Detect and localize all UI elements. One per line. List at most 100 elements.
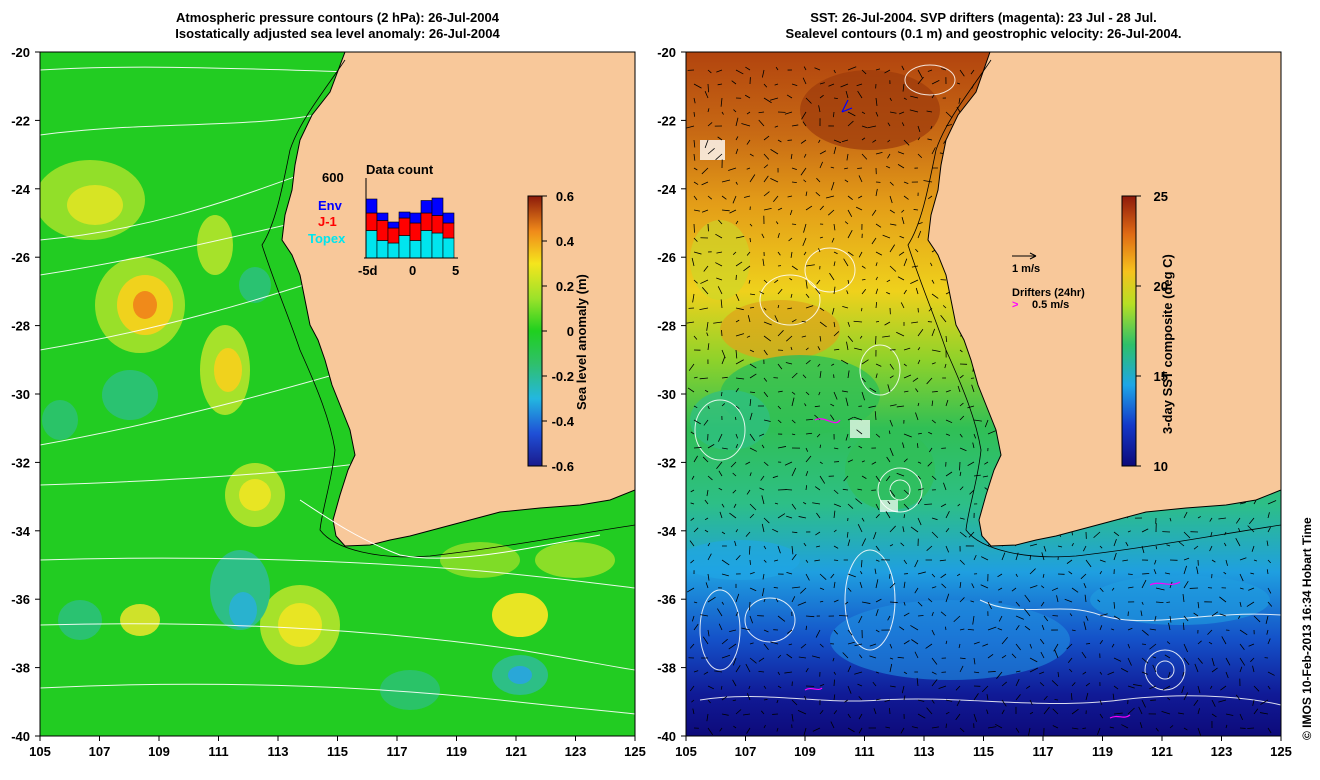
velocity-arrow bbox=[847, 251, 854, 256]
colorbar-tick-label: -0.4 bbox=[552, 414, 575, 429]
velocity-arrow bbox=[833, 286, 836, 295]
velocity-arrow bbox=[1069, 613, 1073, 617]
velocity-arrow bbox=[957, 503, 961, 507]
velocity-arrow bbox=[1211, 657, 1215, 667]
velocity-arrow bbox=[1097, 727, 1101, 735]
velocity-arrow bbox=[1127, 586, 1134, 589]
velocity-arrow bbox=[842, 488, 849, 491]
velocity-arrow bbox=[800, 167, 807, 176]
velocity-arrow bbox=[1113, 552, 1117, 561]
velocity-arrow bbox=[805, 205, 813, 211]
velocity-arrow bbox=[1125, 541, 1129, 547]
velocity-arrow bbox=[761, 523, 765, 533]
velocity-arrow bbox=[749, 373, 757, 379]
velocity-arrow bbox=[735, 69, 744, 75]
velocity-arrow bbox=[997, 628, 1003, 631]
velocity-arrow bbox=[931, 94, 935, 99]
velocity-arrow bbox=[775, 66, 779, 71]
velocity-arrow bbox=[875, 579, 879, 589]
velocity-arrow bbox=[819, 94, 824, 99]
velocity-arrow bbox=[959, 597, 965, 603]
velocity-arrow bbox=[903, 695, 906, 701]
velocity-arrow bbox=[1024, 608, 1031, 617]
velocity-arrow bbox=[691, 699, 695, 703]
velocity-arrow bbox=[840, 359, 849, 365]
sla-outline-left bbox=[299, 499, 601, 559]
velocity-arrow bbox=[875, 373, 878, 379]
velocity-arrow bbox=[1239, 713, 1244, 721]
velocity-arrow bbox=[689, 540, 695, 547]
velocity-arrow bbox=[1168, 622, 1171, 631]
velocity-arrow bbox=[833, 510, 836, 519]
velocity-arrow bbox=[875, 302, 878, 309]
velocity-arrow bbox=[747, 693, 751, 701]
colorbar-tick-label: 0.6 bbox=[556, 189, 574, 204]
velocity-arrow bbox=[910, 526, 919, 533]
velocity-arrow bbox=[1071, 542, 1074, 547]
velocity-arrow bbox=[786, 571, 793, 575]
velocity-arrow bbox=[1099, 559, 1106, 563]
lat-tick-label: -38 bbox=[657, 661, 676, 676]
velocity-arrow bbox=[987, 726, 997, 729]
velocity-arrow bbox=[827, 209, 835, 216]
velocity-arrow bbox=[1041, 585, 1045, 589]
velocity-arrow bbox=[1239, 666, 1243, 673]
data-count-bar-topex bbox=[398, 235, 411, 259]
velocity-arrow bbox=[847, 641, 855, 645]
velocity-arrow bbox=[749, 293, 756, 296]
velocity-arrow bbox=[1248, 517, 1255, 525]
velocity-arrow bbox=[1193, 612, 1199, 617]
velocity-arrow bbox=[1083, 583, 1087, 589]
velocity-arrow bbox=[693, 209, 700, 212]
velocity-arrow bbox=[875, 111, 879, 117]
velocity-arrow bbox=[1208, 641, 1213, 645]
velocity-arrow bbox=[854, 643, 863, 647]
velocity-arrow bbox=[1138, 706, 1143, 715]
velocity-arrow bbox=[903, 374, 912, 379]
velocity-arrow bbox=[791, 419, 796, 424]
velocity-arrow bbox=[692, 293, 695, 303]
velocity-arrow bbox=[749, 433, 756, 441]
velocity-arrow bbox=[833, 331, 840, 337]
velocity-arrow bbox=[701, 287, 709, 295]
velocity-arrow bbox=[997, 573, 1003, 578]
velocity-arrow bbox=[1252, 665, 1255, 673]
velocity-arrow bbox=[857, 90, 863, 99]
velocity-arrow bbox=[1182, 671, 1185, 677]
velocity-arrow bbox=[1239, 657, 1246, 666]
lat-tick-label: -20 bbox=[657, 45, 676, 60]
velocity-arrow bbox=[812, 502, 821, 505]
velocity-arrow bbox=[749, 153, 754, 157]
velocity-arrow bbox=[847, 539, 851, 547]
velocity-arrow bbox=[1024, 594, 1031, 603]
velocity-arrow bbox=[1001, 681, 1008, 687]
velocity-arrow bbox=[1113, 685, 1119, 690]
velocity-arrow bbox=[815, 191, 821, 197]
velocity-arrow bbox=[917, 125, 921, 132]
velocity-arrow bbox=[774, 83, 779, 86]
left-title-line1: Atmospheric pressure contours (2 hPa): 2… bbox=[176, 10, 499, 25]
velocity-arrow bbox=[1183, 565, 1187, 575]
velocity-arrow bbox=[718, 487, 723, 491]
velocity-arrow bbox=[805, 559, 809, 563]
velocity-arrow bbox=[763, 643, 769, 650]
velocity-arrow bbox=[772, 475, 779, 479]
velocity-arrow bbox=[973, 713, 977, 722]
velocity-arrow bbox=[735, 235, 745, 239]
velocity-arrow bbox=[1121, 724, 1129, 729]
velocity-arrow bbox=[940, 611, 947, 617]
legend-j1: J-1 bbox=[318, 214, 337, 229]
velocity-arrow bbox=[721, 403, 726, 407]
velocity-arrow bbox=[967, 628, 975, 631]
velocity-arrow bbox=[1183, 615, 1189, 622]
velocity-arrow bbox=[1166, 544, 1171, 547]
velocity-arrow bbox=[875, 288, 879, 295]
velocity-arrow bbox=[786, 94, 793, 99]
velocity-arrow bbox=[917, 222, 923, 225]
velocity-arrow bbox=[1051, 680, 1059, 687]
velocity-arrow bbox=[875, 223, 882, 228]
velocity-arrow bbox=[833, 529, 837, 533]
velocity-arrow bbox=[777, 390, 783, 393]
velocity-arrow bbox=[917, 713, 926, 719]
velocity-arrow bbox=[693, 111, 695, 117]
